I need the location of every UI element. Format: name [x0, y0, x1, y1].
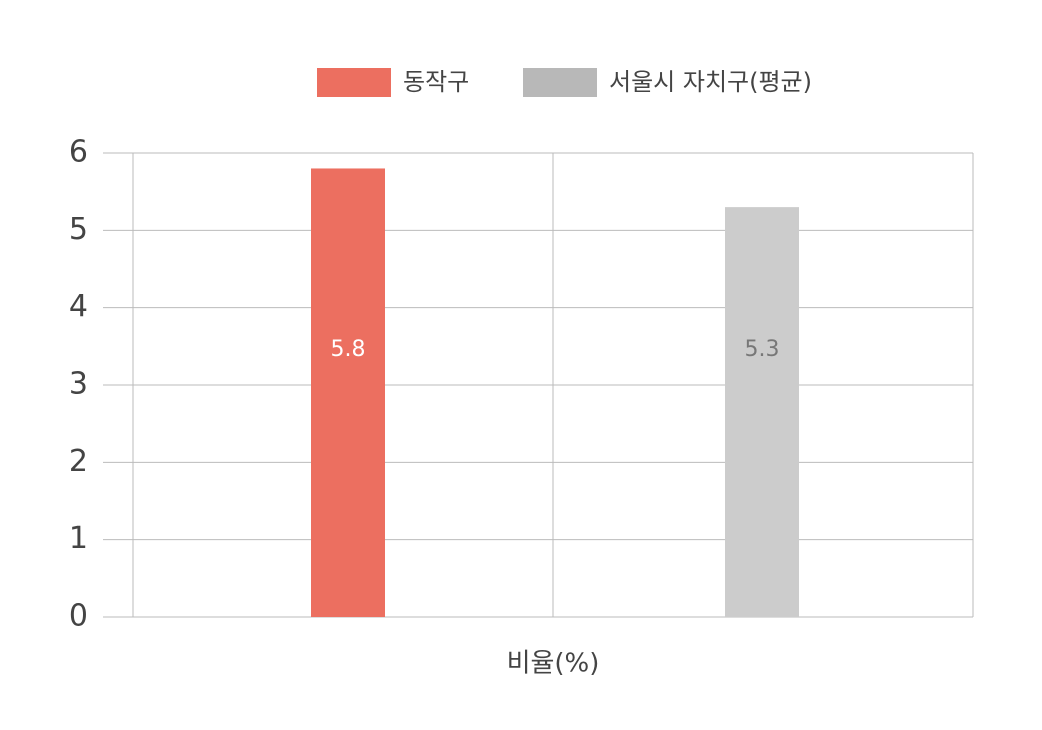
data-label: 5.8 — [331, 337, 366, 362]
y-tick-label: 4 — [69, 289, 88, 324]
y-tick-label: 0 — [69, 599, 88, 634]
data-label: 5.3 — [745, 337, 780, 362]
legend-label: 서울시 자치구(평균) — [609, 68, 812, 96]
legend-swatch — [523, 68, 597, 97]
bar — [311, 168, 385, 617]
bar — [725, 207, 799, 617]
y-tick-label: 6 — [69, 135, 88, 170]
y-tick-label: 1 — [69, 521, 88, 556]
legend-swatch — [317, 68, 391, 97]
y-tick-label: 2 — [69, 444, 88, 479]
y-tick-label: 3 — [69, 367, 88, 402]
legend-label: 동작구 — [403, 68, 469, 96]
y-tick-label: 5 — [69, 212, 88, 247]
x-tick-label: 비율(%) — [507, 649, 600, 679]
